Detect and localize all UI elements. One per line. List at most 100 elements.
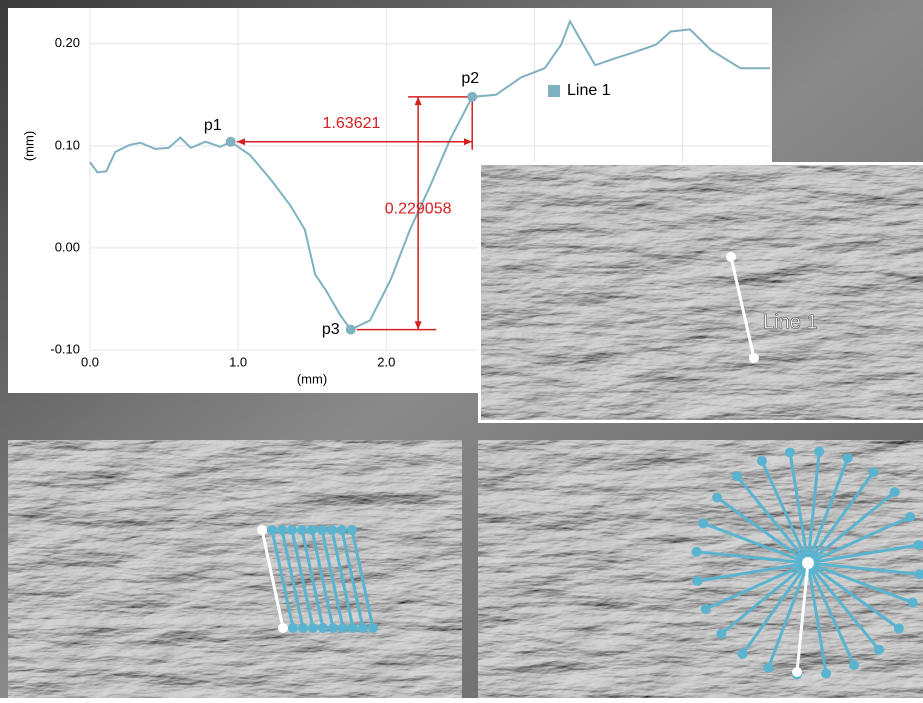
arrow-head: [414, 96, 422, 106]
y-axis-label: (mm): [21, 131, 36, 161]
endpoint: [726, 252, 736, 262]
x-axis-label: (mm): [297, 371, 327, 386]
surface-panel-1: Line 1: [478, 162, 923, 423]
x-tick-label: 0.0: [81, 354, 99, 369]
point-marker: [345, 324, 356, 335]
endpoint: [700, 604, 711, 615]
profile-line: [729, 256, 756, 359]
endpoint: [692, 576, 703, 587]
endpoint: [338, 623, 348, 633]
endpoint: [257, 525, 267, 535]
endpoint: [716, 628, 727, 639]
y-tick-label: 0.20: [55, 35, 80, 50]
point-marker: [467, 91, 478, 102]
endpoint: [889, 487, 900, 498]
surface-image: [8, 440, 462, 698]
endpoint: [873, 644, 884, 655]
profile-line: [788, 452, 810, 564]
profile-line: [806, 562, 881, 651]
profile-line: [697, 561, 809, 583]
point-label: p2: [461, 70, 479, 87]
profile-line: [260, 529, 285, 629]
profile-line: [807, 561, 920, 576]
endpoint: [288, 623, 298, 633]
profile-line: [806, 451, 821, 564]
profile-line: [702, 521, 809, 565]
endpoint: [868, 467, 879, 478]
legend-label: Line 1: [567, 82, 611, 99]
arrow-head: [463, 138, 473, 146]
endpoint: [358, 623, 368, 633]
endpoint: [842, 453, 853, 464]
y-tick-label: 0.10: [55, 137, 80, 152]
endpoint: [277, 525, 287, 535]
y-tick-label: -0.10: [50, 341, 80, 356]
point-label: p1: [204, 117, 222, 134]
surface-panel-2: [8, 440, 462, 698]
parallel-lines: [257, 525, 378, 633]
endpoint: [317, 525, 327, 535]
endpoint: [318, 623, 328, 633]
x-tick-label: 1.0: [229, 354, 247, 369]
profile-line: [806, 562, 856, 666]
endpoint: [737, 648, 748, 659]
endpoint: [287, 525, 297, 535]
endpoint: [905, 511, 916, 522]
profile-line: [807, 561, 900, 630]
endpoint: [337, 525, 347, 535]
measure-label: 0.229058: [385, 200, 452, 217]
profile-line: [350, 529, 375, 629]
legend-swatch: [548, 85, 560, 97]
data-line: [89, 18, 770, 331]
endpoint: [792, 667, 802, 677]
endpoint: [893, 623, 904, 634]
endpoint: [784, 447, 795, 458]
profile-line: [270, 529, 295, 629]
profile-line: [806, 457, 850, 564]
profile-line: [320, 529, 345, 629]
endpoint: [307, 525, 317, 535]
radial-lines: [691, 446, 923, 680]
endpoint: [298, 623, 308, 633]
endpoint: [698, 518, 709, 529]
arrow-head: [414, 321, 422, 330]
profile-line: [300, 529, 325, 629]
arrow-head: [236, 138, 246, 146]
profile-line: [741, 562, 810, 655]
center: [802, 557, 814, 569]
profile-line: [705, 561, 809, 611]
surface-image: [481, 165, 923, 420]
surface-label: Line 1: [763, 311, 818, 333]
endpoint: [328, 623, 338, 633]
endpoint: [347, 525, 357, 535]
profile-line: [795, 562, 810, 673]
measure-label: 1.63621: [323, 115, 381, 132]
endpoint: [814, 446, 825, 457]
endpoint: [913, 539, 923, 550]
endpoint: [821, 668, 832, 679]
point-marker: [225, 136, 236, 147]
endpoint: [849, 660, 860, 671]
profile-line: [716, 496, 809, 565]
profile-line: [807, 561, 914, 605]
profile-line: [806, 471, 875, 564]
profile-line: [290, 529, 315, 629]
profile-line: [340, 529, 365, 629]
endpoint: [732, 471, 743, 482]
endpoint: [914, 569, 923, 580]
y-tick-label: 0.00: [55, 239, 80, 254]
profile-line: [807, 490, 896, 565]
endpoint: [712, 492, 723, 503]
endpoint: [691, 546, 702, 557]
endpoint: [348, 623, 358, 633]
profile-line: [766, 562, 810, 669]
profile-line: [760, 460, 810, 564]
profile-line: [330, 529, 355, 629]
endpoint: [308, 623, 318, 633]
endpoint: [749, 353, 759, 363]
profile-line: [280, 529, 305, 629]
endpoint: [297, 525, 307, 535]
endpoint: [327, 525, 337, 535]
endpoint: [763, 662, 774, 673]
